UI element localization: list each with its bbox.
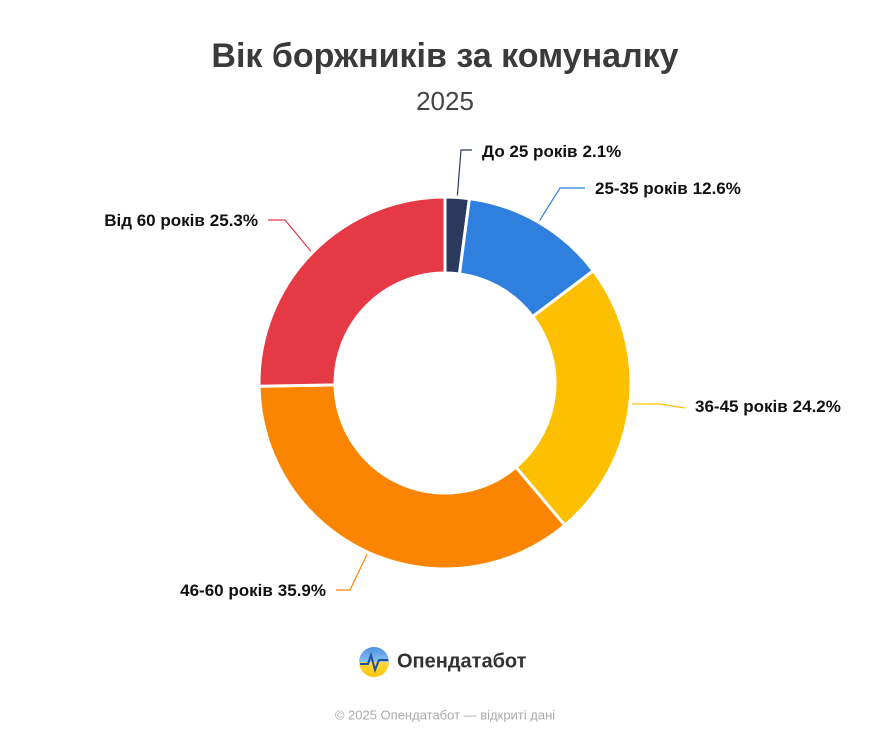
chart-subtitle: 2025 bbox=[416, 86, 474, 116]
slice-label: 36-45 років 24.2% bbox=[695, 397, 841, 416]
category-label: 25-35 років bbox=[595, 179, 688, 198]
logo-icon bbox=[359, 647, 389, 677]
value-label: 35.9% bbox=[278, 581, 326, 600]
value-label: 25.3% bbox=[210, 211, 258, 230]
value-label: 2.1% bbox=[583, 142, 622, 161]
logo: Опендатабот bbox=[359, 647, 527, 677]
leader-line bbox=[268, 219, 312, 252]
leader-line bbox=[631, 403, 686, 409]
slice-label: До 25 років 2.1% bbox=[482, 142, 621, 161]
value-label: 24.2% bbox=[793, 397, 841, 416]
chart-title: Вік боржників за комуналку bbox=[211, 37, 678, 75]
donut-slice bbox=[257, 195, 447, 388]
donut-slice bbox=[257, 383, 567, 571]
category-label: Від 60 років bbox=[104, 211, 205, 230]
plot: До 25 років 2.1% 25-35 років 12.6% 36-45 рок… bbox=[104, 142, 841, 600]
slice-label: Від 60 років 25.3% bbox=[104, 211, 258, 230]
leader-line bbox=[336, 553, 368, 591]
leader-line bbox=[539, 187, 585, 221]
slice-label: 46-60 років 35.9% bbox=[180, 581, 326, 600]
brand-name: Опендатабот bbox=[397, 650, 527, 672]
category-label: До 25 років bbox=[482, 142, 578, 161]
footer: © 2025 Опендатабот — відкриті дані bbox=[335, 707, 555, 722]
value-label: 12.6% bbox=[693, 179, 741, 198]
category-label: 36-45 років bbox=[695, 397, 788, 416]
leader-line bbox=[456, 149, 472, 196]
slice-label: 25-35 років 12.6% bbox=[595, 179, 741, 198]
category-label: 46-60 років bbox=[180, 581, 273, 600]
donut-slice bbox=[514, 269, 633, 527]
logo-pulse bbox=[360, 651, 388, 674]
